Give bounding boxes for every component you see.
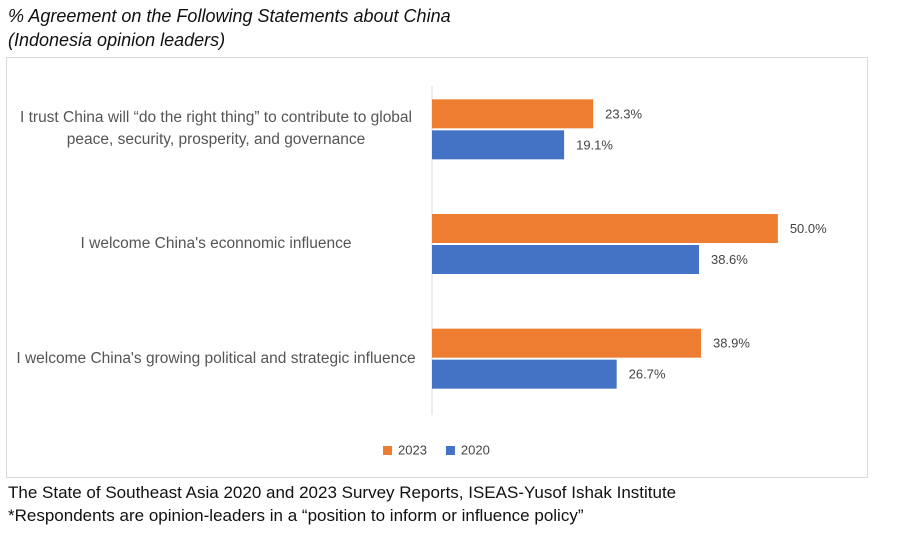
y-tick-label: I welcome China's econnomic influence <box>80 235 352 252</box>
data-label: 19.1% <box>576 137 613 152</box>
data-label: 38.6% <box>711 252 748 267</box>
chart-subtitle: (Indonesia opinion leaders) <box>8 30 226 50</box>
source: The State of Southeast Asia 2020 and 202… <box>8 483 677 502</box>
bar <box>432 245 699 274</box>
legend-swatch <box>445 446 455 455</box>
data-label: 26.7% <box>629 367 666 382</box>
bar <box>432 130 565 160</box>
bar <box>432 328 702 358</box>
y-tick-label: I trust China will “do the right thing” … <box>19 109 412 149</box>
y-tick-label: I welcome China's growing political and … <box>16 349 416 367</box>
legend-label: 2023 <box>398 442 427 457</box>
bar <box>432 359 617 389</box>
chart-frame <box>6 57 868 478</box>
chart-title: % Agreement on the Following Statements … <box>8 6 451 26</box>
data-label: 38.9% <box>713 336 750 351</box>
legend-label: 2020 <box>461 442 490 457</box>
bar <box>432 214 778 243</box>
legend-swatch <box>383 446 392 455</box>
data-label: 23.3% <box>605 106 642 121</box>
data-label: 50.0% <box>790 221 827 236</box>
note: *Respondents are opinion-leaders in a “p… <box>8 506 584 525</box>
bar <box>432 99 594 129</box>
